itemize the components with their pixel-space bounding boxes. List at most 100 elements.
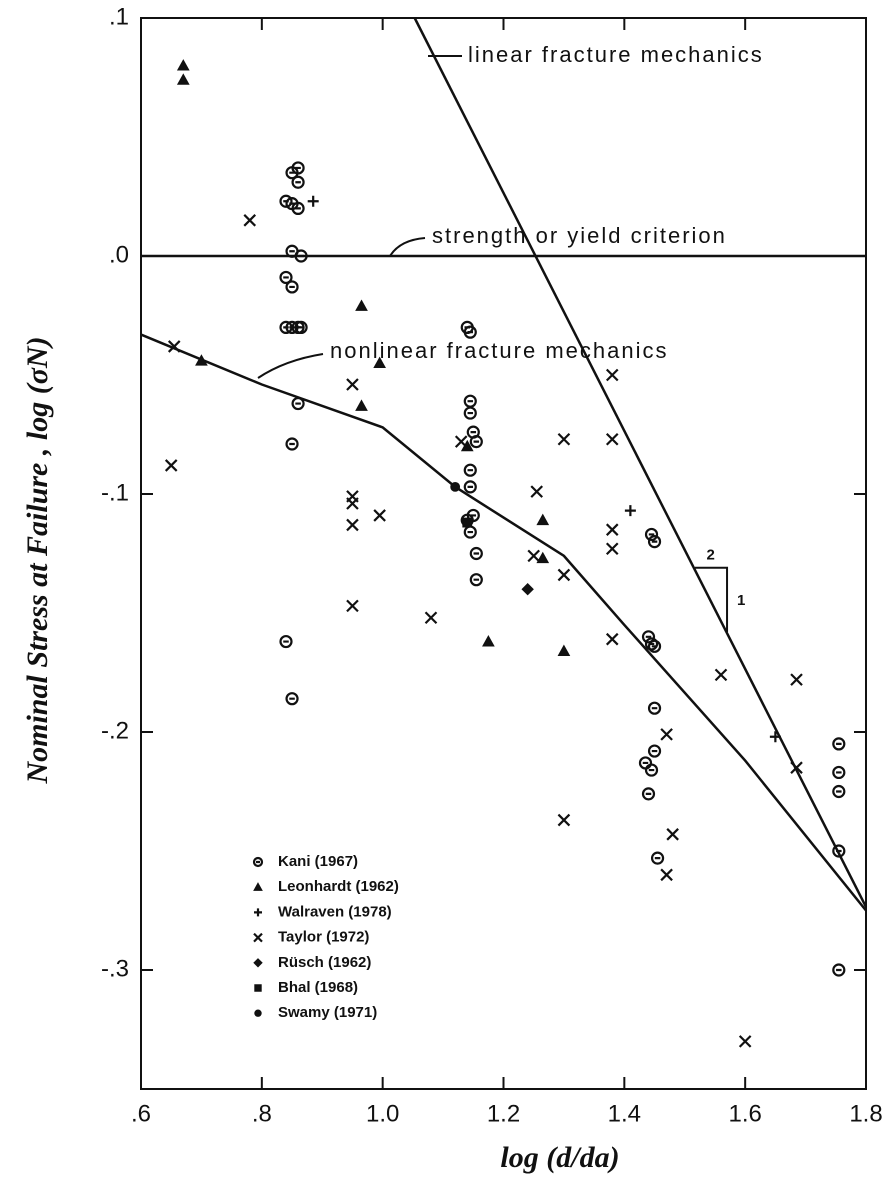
data-point <box>638 756 653 770</box>
leader-line <box>389 237 426 257</box>
data-point <box>624 505 636 517</box>
data-point <box>536 551 550 564</box>
legend-marker <box>253 958 263 968</box>
data-point <box>832 844 846 858</box>
data-point <box>450 481 461 492</box>
reference-line <box>413 17 868 908</box>
data-point <box>291 201 305 215</box>
data-point <box>605 368 619 382</box>
data-point <box>557 432 571 446</box>
data-point <box>521 582 534 596</box>
data-point <box>647 701 662 715</box>
data-point <box>346 518 359 532</box>
x-tick-label: 1.8 <box>849 1100 882 1127</box>
reference-line <box>140 333 867 912</box>
legend-marker <box>252 856 264 868</box>
data-point <box>832 784 846 799</box>
data-point <box>424 611 438 625</box>
data-point <box>605 523 619 536</box>
leader-line <box>257 353 324 379</box>
data-point <box>482 635 495 647</box>
data-point <box>738 1035 752 1048</box>
data-point <box>832 737 846 751</box>
data-point <box>557 813 571 827</box>
legend-label: Walraven (1978) <box>278 903 392 920</box>
data-point <box>605 632 619 646</box>
data-point <box>463 480 477 494</box>
legend-marker <box>253 932 263 943</box>
data-point <box>605 432 619 446</box>
data-point <box>462 517 473 528</box>
legend-label: Swamy (1971) <box>278 1004 377 1021</box>
annotation: linear fracture mechanics <box>468 42 764 67</box>
x-tick-label: 1.6 <box>728 1100 761 1127</box>
data-point <box>346 497 359 510</box>
annotation: nonlinear fracture mechanics <box>330 338 668 363</box>
data-point <box>285 437 299 451</box>
data-point <box>641 630 656 644</box>
data-point <box>647 744 662 758</box>
data-point <box>346 599 359 613</box>
data-point <box>466 425 480 439</box>
y-tick-label: .0 <box>109 241 129 268</box>
data-point <box>650 851 665 865</box>
x-tick-label: 1.2 <box>487 1100 520 1127</box>
data-point <box>307 195 319 207</box>
data-point <box>355 399 368 411</box>
data-point <box>463 406 477 420</box>
x-tick-label: 1.0 <box>366 1100 399 1127</box>
slope-triangle <box>695 566 729 633</box>
data-point <box>790 761 803 774</box>
data-point <box>463 463 477 477</box>
data-point <box>605 542 619 556</box>
data-point <box>660 868 673 882</box>
data-point <box>469 573 483 587</box>
legend-marker <box>254 1009 262 1017</box>
legend-marker <box>254 984 262 992</box>
data-point <box>176 73 190 85</box>
plot-frame <box>140 17 867 1090</box>
data-point <box>285 280 299 294</box>
data-point <box>557 644 571 656</box>
data-point <box>832 963 846 977</box>
data-point <box>195 354 208 366</box>
data-point <box>769 731 781 743</box>
y-tick-label: -.2 <box>101 717 129 744</box>
data-point <box>243 214 257 227</box>
data-point <box>463 325 477 339</box>
data-point <box>373 509 386 522</box>
y-tick-label: .1 <box>109 3 129 30</box>
y-axis-label: Nominal Stress at Failure , log (σN) <box>21 336 54 784</box>
data-point <box>557 568 571 582</box>
data-point <box>373 356 386 368</box>
data-point <box>164 459 178 472</box>
data-point <box>647 639 662 653</box>
data-point <box>167 340 181 353</box>
data-point <box>714 668 728 682</box>
data-point <box>454 435 468 448</box>
data-point <box>660 728 673 741</box>
data-point <box>279 635 293 649</box>
data-point <box>291 161 305 175</box>
data-point <box>291 175 305 189</box>
legend-label: Rüsch (1962) <box>278 954 371 971</box>
data-point <box>463 394 477 408</box>
annotation: strength or yield criterion <box>432 223 727 248</box>
data-point <box>294 249 308 263</box>
legend-label: Taylor (1972) <box>278 929 369 946</box>
data-point <box>463 525 477 539</box>
data-point <box>469 546 483 561</box>
data-point <box>294 320 308 334</box>
data-point <box>644 763 659 777</box>
data-point <box>291 397 305 411</box>
data-point <box>469 435 483 449</box>
x-tick-label: 1.4 <box>608 1100 641 1127</box>
data-point <box>790 673 803 686</box>
data-point <box>832 765 846 779</box>
data-point <box>285 692 299 706</box>
data-point <box>666 828 679 841</box>
data-point <box>279 270 293 284</box>
x-tick-label: .8 <box>252 1100 272 1127</box>
x-axis-label: log (d/da) <box>500 1141 619 1174</box>
